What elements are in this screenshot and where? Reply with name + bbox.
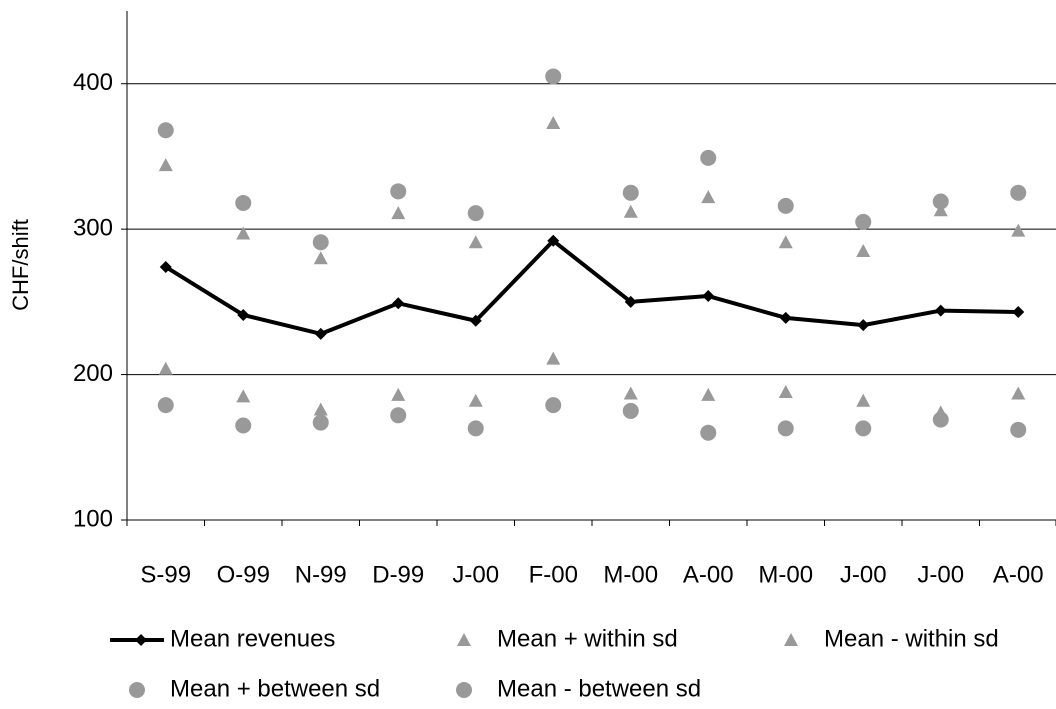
data-point [313,251,328,265]
data-point [932,193,949,210]
data-point [546,351,561,365]
legend-marker [457,633,471,646]
data-point [856,393,871,407]
data-point [622,402,639,419]
data-point [547,234,560,247]
y-tick-label: 100 [73,505,113,532]
data-point [1012,306,1025,319]
data-point [1010,421,1027,438]
data-point [545,397,562,414]
data-point [934,304,947,317]
data-point [392,297,405,310]
x-tick-label: D-99 [372,561,424,588]
data-point [236,226,251,240]
x-tick-label: A-00 [993,561,1044,588]
x-tick-label: O-99 [217,561,270,588]
x-tick-label: J-00 [840,561,887,588]
data-point [623,386,638,400]
y-tick-label: 200 [73,360,113,387]
data-point [546,115,561,129]
data-point [700,424,717,441]
data-point [468,393,483,407]
data-point [391,206,406,220]
data-point [158,361,173,375]
data-point [236,389,251,403]
data-point [779,311,792,324]
x-tick-label: F-00 [529,561,578,588]
legend-label: Mean - within sd [824,625,999,652]
x-tick-label: J-00 [917,561,964,588]
series-line [164,238,1019,336]
legend-marker [129,682,145,698]
data-point [235,194,252,211]
data-point [701,387,716,401]
data-point [777,197,794,214]
data-point [545,68,562,85]
data-point [237,308,250,321]
legend-label: Mean - between sd [497,675,701,702]
y-tick-label: 400 [73,69,113,96]
data-point [235,417,252,434]
data-point [1011,386,1026,400]
data-point [778,385,793,399]
y-tick-label: 300 [73,214,113,241]
data-point [468,235,483,249]
data-point [390,407,407,424]
data-point [856,243,871,257]
data-point [777,420,794,437]
legend-label: Mean + between sd [170,675,380,702]
data-point [701,190,716,204]
data-point [467,205,484,222]
data-point [855,420,872,437]
data-point [390,183,407,200]
legend-marker [135,634,147,646]
legend-label: Mean + within sd [497,625,678,652]
legend-label: Mean revenues [170,625,335,652]
data-point [702,290,715,303]
x-tick-label: N-99 [295,561,347,588]
x-tick-label: M-00 [758,561,813,588]
data-point [312,234,329,251]
x-tick-label: M-00 [603,561,658,588]
data-point [624,295,637,308]
data-point [1011,223,1026,237]
data-point [857,319,870,332]
data-point [622,184,639,201]
x-tick-label: A-00 [683,561,734,588]
legend-marker [456,682,472,698]
data-point [312,414,329,431]
x-tick-label: S-99 [140,561,191,588]
data-point [391,387,406,401]
data-point [467,420,484,437]
data-point [469,314,482,327]
data-point [314,327,327,340]
data-point [623,204,638,218]
data-point [778,235,793,249]
data-point [313,402,328,416]
data-point [157,397,174,414]
data-point [158,158,173,172]
data-point [159,260,172,273]
legend-marker [784,633,798,646]
data-point [932,411,949,428]
data-point [700,149,717,166]
data-point [933,203,948,217]
data-point [1010,184,1027,201]
data-point [157,122,174,139]
x-tick-label: J-00 [452,561,499,588]
y-axis-label: CHF/shift [8,219,33,311]
data-point [855,213,872,230]
